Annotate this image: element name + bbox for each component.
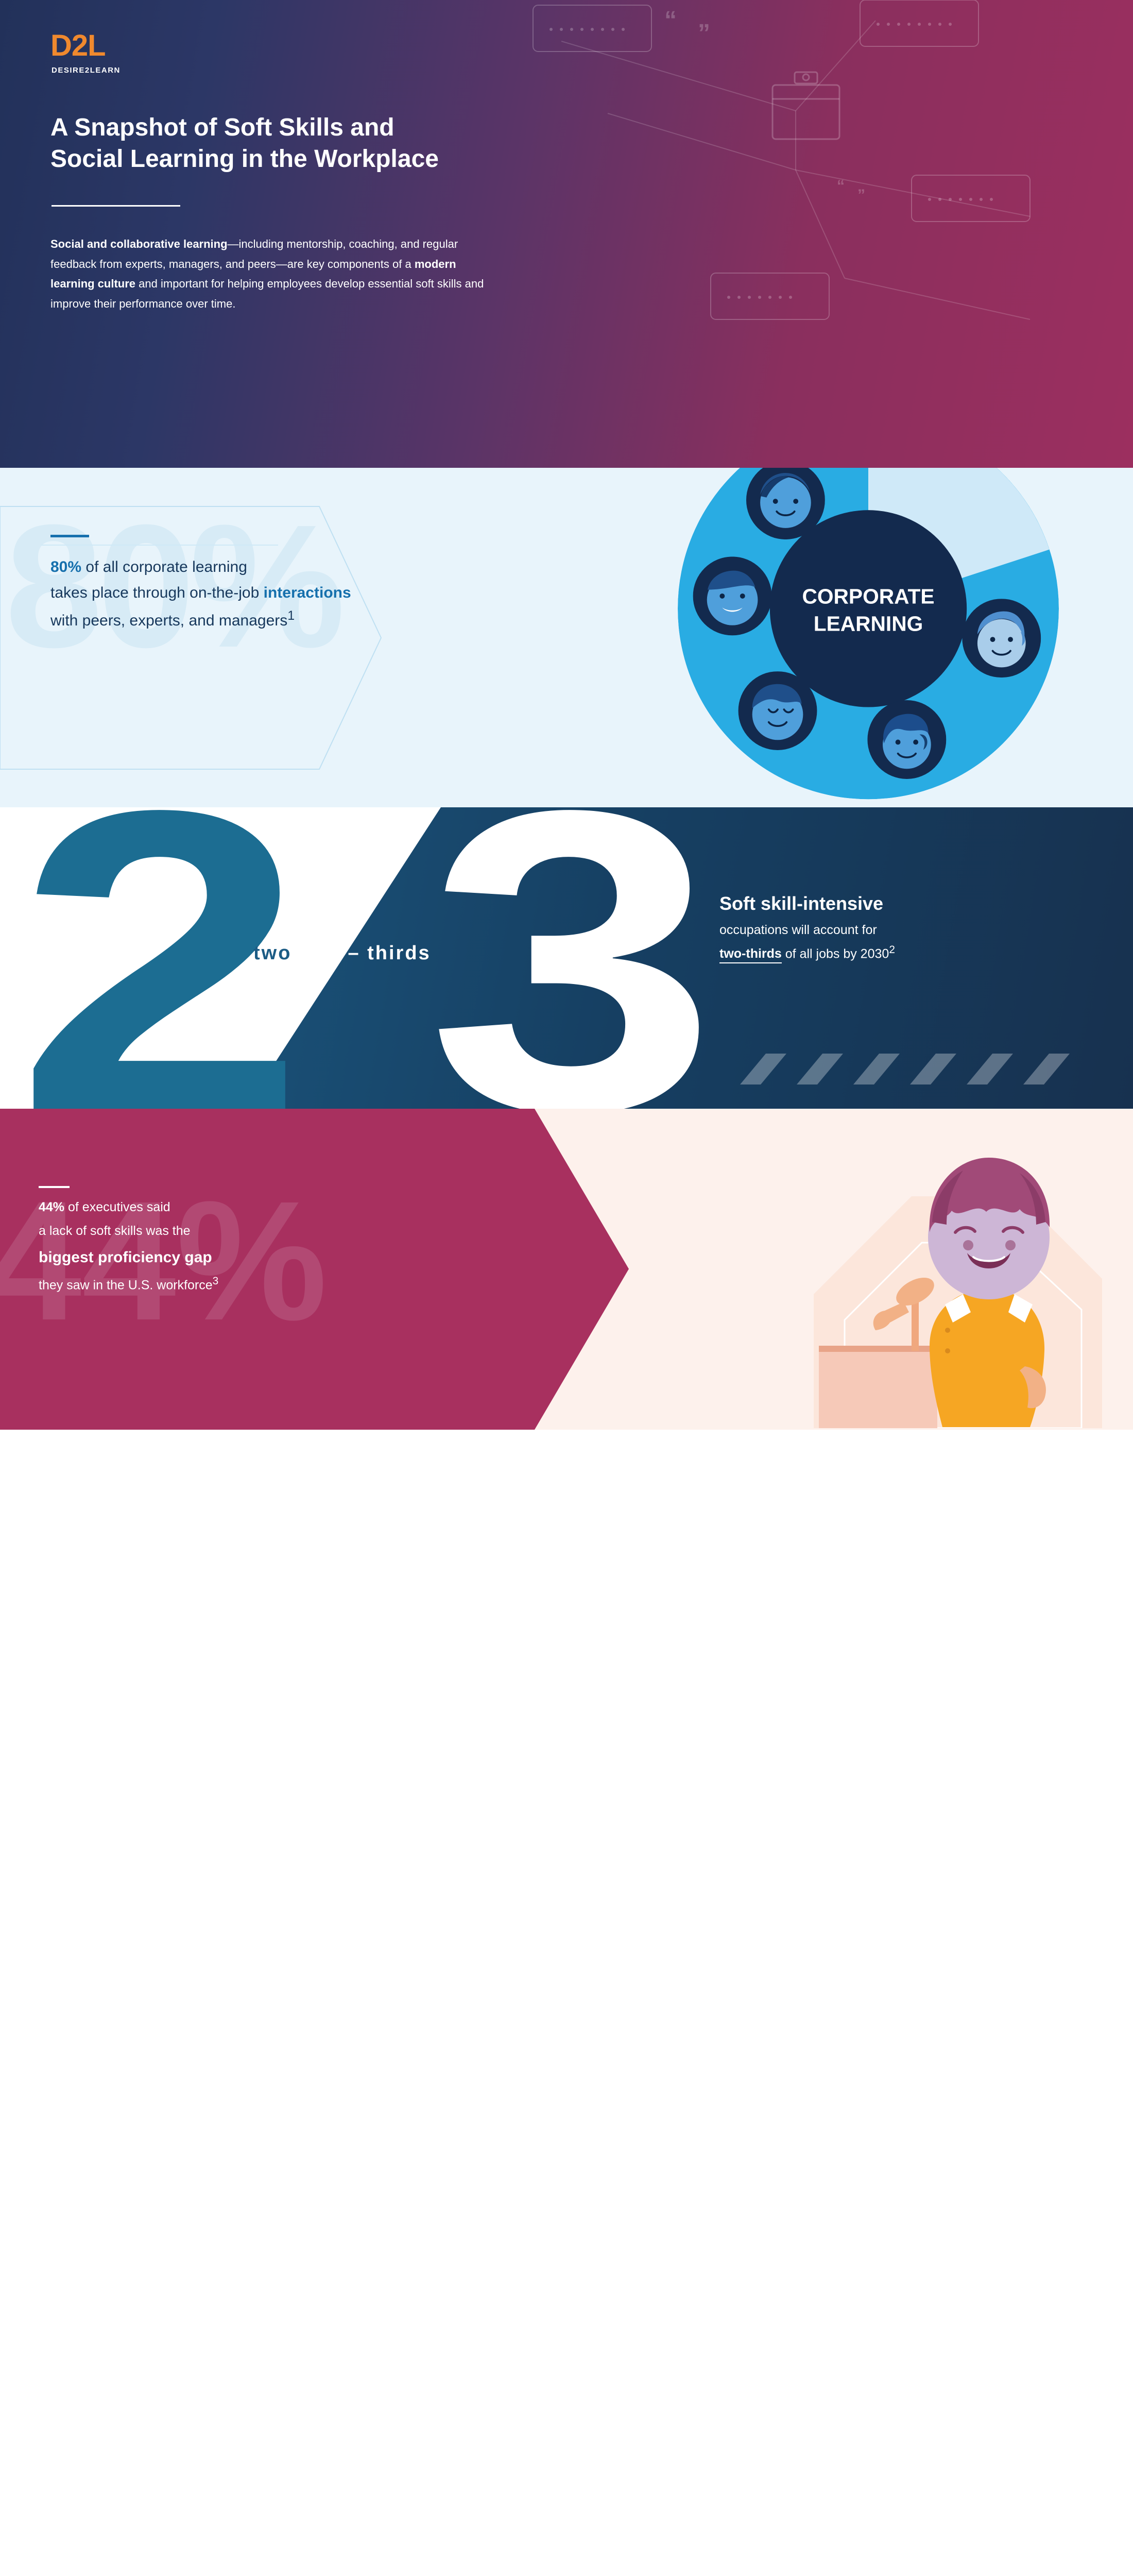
svg-text:”: ” — [857, 187, 865, 204]
svg-text:LEARNING: LEARNING — [814, 612, 923, 636]
svg-text:“: “ — [664, 7, 677, 34]
svg-text:CORPORATE: CORPORATE — [802, 584, 935, 608]
svg-text:“: “ — [837, 177, 845, 194]
svg-text:”: ” — [698, 20, 710, 47]
